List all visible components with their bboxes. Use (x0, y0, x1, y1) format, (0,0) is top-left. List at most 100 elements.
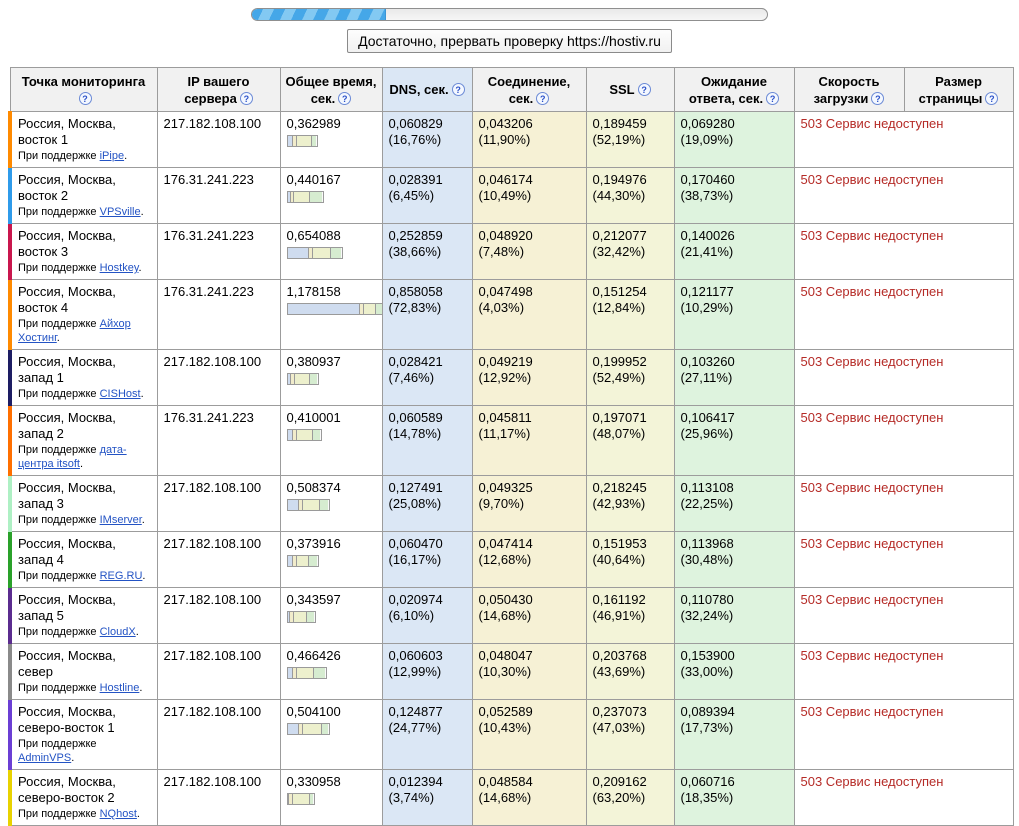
bar-segment-wait (312, 668, 326, 678)
table-row: Россия, Москва, запад 3 При поддержке IMs… (8, 475, 1014, 532)
dns-time-cell: 0,060470 (16,17%) (381, 531, 473, 588)
help-icon[interactable]: ? (338, 91, 352, 105)
bar-segment-ssl (362, 304, 376, 314)
supporter-line: При поддержке VPSville. (18, 206, 144, 218)
ssl-time-cell: 0,151254 (12,84%) (585, 279, 675, 350)
check-progress (251, 8, 768, 21)
table-row: Россия, Москва, запад 1 При поддержке CIS… (8, 349, 1014, 406)
server-ip-cell: 176.31.241.223 (156, 167, 281, 224)
help-icon[interactable]: ? (451, 83, 465, 96)
supporter-line: При поддержке Hostkey. (18, 262, 142, 274)
supporter-line: При поддержке дата-центра itsoft. (18, 444, 127, 470)
connection-time-cell: 0,047414 (12,68%) (471, 531, 587, 588)
bar-segment-wait (305, 612, 315, 622)
wait-time-cell: 0,140026 (21,41%) (673, 223, 795, 280)
total-time-cell: 0,380937 (279, 349, 383, 406)
total-time-cell: 0,466426 (279, 643, 383, 700)
bar-segment-dns (287, 500, 298, 510)
bar-segment-wait (309, 374, 318, 384)
stop-check-button[interactable]: Достаточно, прервать проверку https://ho… (347, 29, 672, 53)
supporter-link[interactable]: AdminVPS (18, 752, 72, 764)
ssl-time-cell: 0,212077 (32,42%) (585, 223, 675, 280)
bar-segment-conn (308, 248, 313, 258)
time-breakdown-bar (286, 555, 319, 567)
monitoring-point-cell: Россия, Москва, восток 2 При поддержке VP… (8, 167, 158, 224)
server-ip-cell: 217.182.108.100 (156, 349, 281, 406)
monitoring-point-cell: Россия, Москва, восток 1 При поддержке iP… (8, 111, 158, 168)
location-label: Россия, Москва, север (18, 648, 116, 679)
wait-time-cell: 0,060716 (18,35%) (673, 769, 795, 826)
total-time-value: 1,178158 (286, 284, 341, 299)
monitoring-point-cell: Россия, Москва, запад 3 При поддержке IMs… (8, 475, 158, 532)
supporter-line: При поддержке CloudX. (18, 626, 139, 638)
supporter-link[interactable]: дата-центра itsoft (18, 444, 127, 470)
status-error-cell: 503 Сервис недоступен (793, 279, 1014, 350)
connection-time-cell: 0,050430 (14,68%) (471, 587, 587, 644)
bar-segment-ssl (296, 430, 312, 440)
supporter-line: При поддержке Hostline. (18, 682, 143, 694)
supporter-link[interactable]: iPipe (99, 150, 125, 162)
bar-segment-ssl (301, 724, 322, 734)
help-icon[interactable]: ? (871, 91, 885, 105)
total-time-cell: 0,508374 (279, 475, 383, 532)
table-row: Россия, Москва, запад 2 При поддержке дат… (8, 405, 1014, 476)
wait-time-cell: 0,113108 (22,25%) (673, 475, 795, 532)
server-ip-cell: 176.31.241.223 (156, 279, 281, 350)
bar-segment-wait (321, 724, 329, 734)
supporter-line: При поддержке iPipe. (18, 150, 128, 162)
bar-segment-conn (292, 556, 297, 566)
bar-segment-ssl (292, 794, 309, 804)
help-icon[interactable]: ? (78, 91, 92, 105)
monitoring-point-cell: Россия, Москва, запад 2 При поддержке дат… (8, 405, 158, 476)
connection-time-cell: 0,045811 (11,17%) (471, 405, 587, 476)
column-header-label: Общее время, сек. (285, 73, 377, 106)
time-breakdown-bar (286, 247, 343, 259)
bar-segment-wait (329, 248, 342, 258)
connection-time-cell: 0,043206 (11,90%) (471, 111, 587, 168)
ssl-time-cell: 0,199952 (52,49%) (585, 349, 675, 406)
time-breakdown-bar (286, 611, 316, 623)
supporter-link[interactable]: Айхор Хостинг (18, 318, 131, 344)
location-label: Россия, Москва, запад 4 (18, 536, 116, 567)
supporter-link[interactable]: REG.RU (99, 570, 143, 582)
column-header-label: SSL (609, 82, 635, 97)
column-header: Соединение, сек.? (471, 67, 587, 112)
monitoring-point-cell: Россия, Москва, северо-восток 1 При подде… (8, 699, 158, 770)
bar-segment-ssl (293, 374, 310, 384)
location-label: Россия, Москва, запад 1 (18, 354, 116, 385)
bar-segment-dns (287, 192, 290, 202)
server-ip-cell: 217.182.108.100 (156, 475, 281, 532)
total-time-value: 0,330958 (286, 774, 341, 789)
bar-segment-ssl (301, 500, 320, 510)
supporter-link[interactable]: CISHost (99, 388, 141, 400)
location-label: Россия, Москва, запад 2 (18, 410, 116, 441)
server-ip-cell: 217.182.108.100 (156, 111, 281, 168)
supporter-link[interactable]: Hostkey (99, 262, 139, 274)
table-row: Россия, Москва, восток 4 При поддержке Ай… (8, 279, 1014, 350)
help-icon[interactable]: ? (239, 91, 253, 105)
bar-segment-conn (292, 668, 297, 678)
help-icon[interactable]: ? (766, 91, 780, 105)
supporter-link[interactable]: CloudX (99, 626, 136, 638)
location-label: Россия, Москва, запад 5 (18, 592, 116, 623)
help-icon[interactable]: ? (536, 91, 550, 105)
column-header: Точка мониторинга? (9, 67, 158, 112)
supporter-link[interactable]: Hostline (99, 682, 140, 694)
supporter-link[interactable]: NQhost (99, 808, 137, 820)
bar-segment-wait (308, 556, 318, 566)
help-icon[interactable]: ? (637, 83, 651, 96)
table-header-row: Точка мониторинга? IP вашего сервера? Обще… (9, 67, 1014, 112)
supporter-link[interactable]: IMserver (99, 514, 142, 526)
table-row: Россия, Москва, северо-восток 2 При подде… (8, 769, 1014, 826)
column-header-label: Точка мониторинга (21, 73, 146, 89)
bar-segment-conn (358, 304, 363, 314)
supporter-link[interactable]: VPSville (99, 206, 141, 218)
dns-time-cell: 0,858058 (72,83%) (381, 279, 473, 350)
bar-segment-dns (287, 430, 293, 440)
total-time-cell: 0,504100 (279, 699, 383, 770)
location-label: Россия, Москва, северо-восток 2 (18, 774, 116, 805)
wait-time-cell: 0,121177 (10,29%) (673, 279, 795, 350)
supporter-line: При поддержке Айхор Хостинг. (18, 318, 131, 344)
bar-segment-ssl (296, 668, 313, 678)
help-icon[interactable]: ? (985, 91, 999, 105)
